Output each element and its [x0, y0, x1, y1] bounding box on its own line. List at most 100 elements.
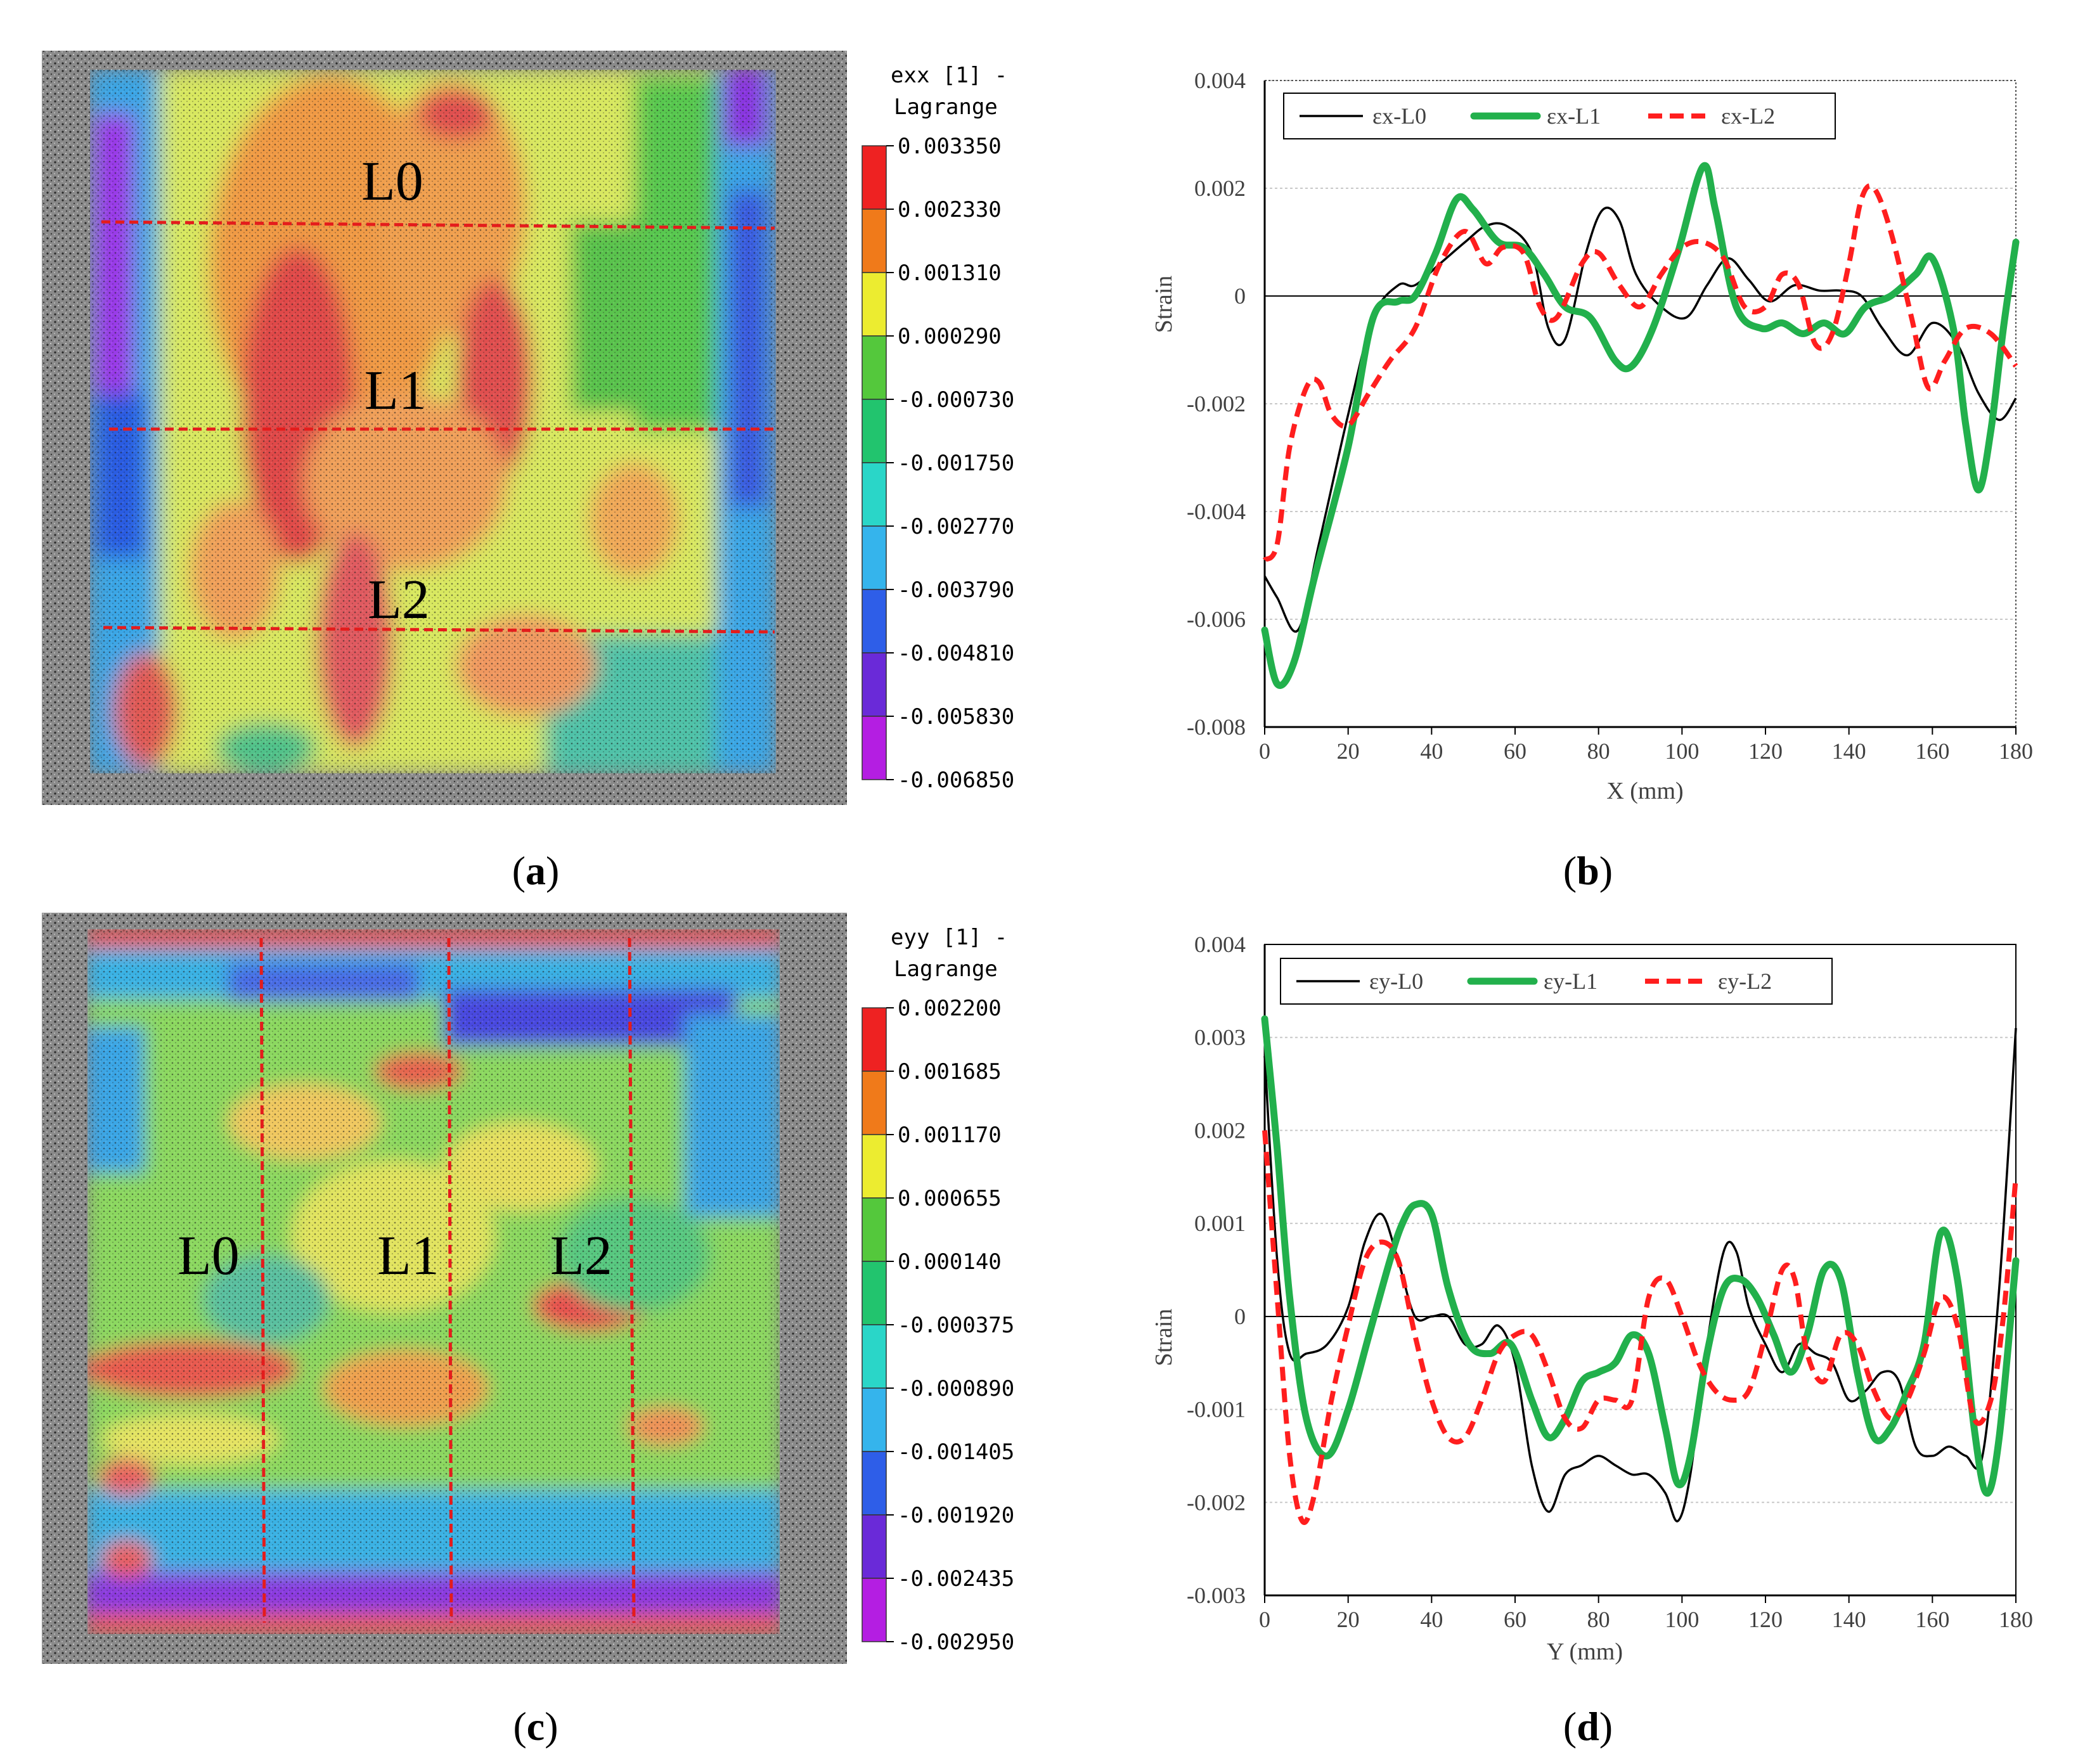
panel-a-colorbar-label: -0.000730 — [898, 387, 1014, 413]
panel-a-line-label-L1: L1 — [365, 360, 427, 422]
panel-a-colorbar-label: -0.004810 — [898, 641, 1014, 666]
chartD-x-tick-label: 180 — [1999, 1607, 2033, 1632]
panel-a-colorbar-swatch — [862, 145, 887, 210]
panel-c-line-label-L1: L1 — [377, 1225, 439, 1287]
chartB-series-L0 — [1263, 206, 2017, 633]
chartB-y-tick-label: -0.008 — [1187, 714, 1246, 740]
panel-a-colorbar-title-1: exx [1] - — [891, 63, 1007, 88]
chartD-y-tick-label: 0 — [1234, 1304, 1246, 1329]
chartD-y-tick-label: -0.001 — [1187, 1397, 1246, 1422]
panel-c-line-label-L0: L0 — [177, 1225, 240, 1287]
chartD-y-tick-label: 0.004 — [1194, 932, 1246, 957]
panel-label-a: (a) — [512, 848, 560, 893]
panel-c-guide-L2 — [628, 937, 636, 1623]
chartB-series-L2 — [1262, 183, 2018, 562]
chartB-x-tick-label: 0 — [1259, 738, 1270, 764]
svg-text:(d): (d) — [1563, 1704, 1613, 1749]
panel-c-colorbar-swatches — [862, 1007, 887, 1642]
chartB-y-tick-label: 0.004 — [1194, 68, 1246, 93]
panel-c-colorbar-label: 0.001685 — [898, 1059, 1002, 1085]
chartB-legend-label-L2: εx-L2 — [1721, 103, 1775, 129]
panel-a-colorbar-label: 0.002330 — [898, 197, 1002, 222]
chart-b-y-axis-title: Strain — [1151, 276, 1177, 333]
chart-d-plot-frame — [1264, 944, 2017, 1596]
chartD-legend-label-L2: εy-L2 — [1718, 969, 1772, 994]
chartB-y-tick-label: -0.002 — [1187, 391, 1246, 416]
chartD-series-L2 — [1262, 1130, 2018, 1525]
chartB-y-tick-label: 0.002 — [1194, 176, 1246, 201]
panel-a-guide-L2 — [103, 626, 775, 634]
panel-c-colorbar-title-1: eyy [1] - — [891, 925, 1007, 950]
chartD-y-tick-label: 0.003 — [1194, 1025, 1246, 1050]
chartB-x-tick-label: 100 — [1665, 738, 1699, 764]
panel-a-colorbar-swatch — [862, 335, 887, 400]
panel-c-colorbar-label: 0.001170 — [898, 1123, 1002, 1148]
chartD-x-tick-label: 60 — [1504, 1607, 1526, 1632]
chartB-legend-label-L0: εx-L0 — [1372, 103, 1426, 129]
panel-a-strain-field — [90, 70, 776, 773]
panel-c-colorbar-label: -0.000890 — [898, 1376, 1014, 1401]
chartB-x-tick-label: 120 — [1748, 738, 1783, 764]
panel-a-colorbar: exx [1] - Lagrange 0.003350 0.002330 0.001… — [862, 63, 1014, 793]
panel-c-colorbar-label: -0.002435 — [898, 1566, 1014, 1592]
chartD-series-L0 — [1263, 1027, 2017, 1523]
panel-c-colorbar: eyy [1] - Lagrange 0.002200 0.001685 0.001… — [862, 925, 1014, 1655]
panel-a-line-label-L2: L2 — [368, 569, 430, 631]
chart-b: 0.004 0.002 0 -0.002 -0.004 -0.006 -0.008 0 20 4… — [1151, 68, 2033, 804]
panel-c-contour: L0 L1 L2 eyy [1] - Lagrange 0.0022000.00… — [42, 913, 1014, 1664]
chart-d-x-tick-labels: 0 20 40 60 80 100 120 140 160 180 — [1259, 1595, 2033, 1632]
chart-d-y-axis-title: Strain — [1151, 1309, 1177, 1367]
panel-c-colorbar-label: -0.001405 — [898, 1439, 1014, 1465]
panel-a-line-label-L0: L0 — [361, 151, 423, 212]
chartB-y-tick-label: -0.004 — [1187, 499, 1246, 524]
chart-d: 0.0040.0030.0020.0010-0.001-0.002-0.003 … — [1151, 932, 2033, 1665]
chartD-x-tick-label: 20 — [1337, 1607, 1360, 1632]
chartD-x-tick-label: 40 — [1420, 1607, 1443, 1632]
panel-a-contour: L0 L1 L2 exx [1] - Lagrange 0.003350 0.00… — [42, 51, 1014, 805]
chartB-series-L1 — [1261, 162, 2020, 689]
chartB-legend-label-L1: εx-L1 — [1547, 103, 1601, 129]
chartD-x-tick-label: 140 — [1832, 1607, 1866, 1632]
panel-c-colorbar-label: -0.001920 — [898, 1503, 1014, 1528]
chartD-series-L1 — [1261, 1015, 2020, 1497]
chart-b-x-axis-title: X (mm) — [1606, 778, 1683, 804]
chartB-x-tick-label: 20 — [1337, 738, 1360, 764]
chartD-x-tick-label: 100 — [1665, 1607, 1699, 1632]
panel-a-colorbar-swatch — [862, 652, 887, 717]
chart-b-series — [1261, 162, 2020, 689]
chart-d-x-axis-title: Y (mm) — [1547, 1638, 1623, 1665]
panel-c-colorbar-label: -0.002950 — [898, 1630, 1014, 1655]
panel-a-colorbar-label: -0.001750 — [898, 451, 1014, 476]
panel-a-colorbar-swatch — [862, 589, 887, 653]
panel-c-colorbar-swatch — [862, 1007, 887, 1072]
chart-d-gridlines — [1265, 944, 2016, 1596]
chartD-y-tick-label: 0.002 — [1194, 1117, 1246, 1143]
chartB-x-tick-label: 80 — [1587, 738, 1610, 764]
panel-c-colorbar-swatch — [862, 1134, 887, 1199]
panel-c-colorbar-label: 0.000140 — [898, 1249, 1002, 1275]
panel-c-strain-field — [87, 929, 780, 1634]
panel-c-colorbar-swatch — [862, 1324, 887, 1389]
chart-d-y-tick-labels: 0.004 0.003 0.002 0.001 0 -0.001 -0.002 -0.003 — [1187, 932, 1246, 1608]
panel-c-line-label-L2: L2 — [550, 1225, 612, 1287]
chartB-y-tick-label: 0 — [1234, 283, 1246, 309]
panel-label-d: (d) — [1563, 1704, 1613, 1749]
panel-label-b: (b) — [1563, 848, 1613, 893]
chartB-x-tick-label: 180 — [1999, 738, 2033, 764]
chart-d-legend: εy-L0 εy-L1 εy-L2 — [1280, 958, 1833, 1005]
panel-c-colorbar-swatch — [862, 1261, 887, 1325]
panel-c-colorbar-swatch — [862, 1451, 887, 1516]
panel-a-colorbar-label: 0.001310 — [898, 261, 1002, 286]
panel-a-colorbar-label: -0.002770 — [898, 514, 1014, 539]
chartD-x-tick-label: 120 — [1748, 1607, 1783, 1632]
panel-a-colorbar-label: 0.003350 — [898, 134, 1002, 159]
panel-a-guide-L0 — [101, 220, 775, 230]
panel-c-colorbar-label: -0.000375 — [898, 1313, 1014, 1338]
panel-a-colorbar-title-2: Lagrange — [894, 94, 998, 120]
panel-a-colorbar-swatch — [862, 399, 887, 463]
panel-a-colorbar-label: 0.000290 — [898, 324, 1002, 349]
chartD-x-tick-label: 0 — [1259, 1607, 1270, 1632]
chart-d-series — [1261, 1015, 2020, 1525]
chart-b-gridlines — [1265, 80, 2016, 728]
